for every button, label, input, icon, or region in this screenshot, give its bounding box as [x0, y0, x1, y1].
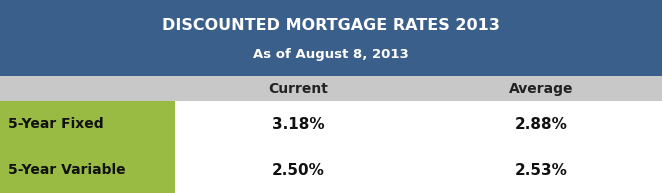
Bar — [175, 147, 420, 193]
Bar — [0, 76, 662, 101]
Bar — [420, 147, 662, 193]
Text: DISCOUNTED MORTGAGE RATES 2013: DISCOUNTED MORTGAGE RATES 2013 — [162, 18, 500, 33]
Text: 3.18%: 3.18% — [271, 117, 324, 132]
Text: 2.50%: 2.50% — [271, 163, 324, 178]
Text: Average: Average — [509, 82, 573, 96]
Bar — [0, 147, 175, 193]
Text: 5-Year Variable: 5-Year Variable — [8, 163, 126, 177]
Bar — [0, 0, 662, 76]
Text: 2.53%: 2.53% — [515, 163, 567, 178]
Text: 2.88%: 2.88% — [515, 117, 567, 132]
Bar — [0, 101, 175, 147]
Bar — [420, 101, 662, 147]
Text: Current: Current — [268, 82, 328, 96]
Bar — [175, 101, 420, 147]
Text: 5-Year Fixed: 5-Year Fixed — [8, 117, 103, 131]
Text: As of August 8, 2013: As of August 8, 2013 — [253, 48, 409, 61]
